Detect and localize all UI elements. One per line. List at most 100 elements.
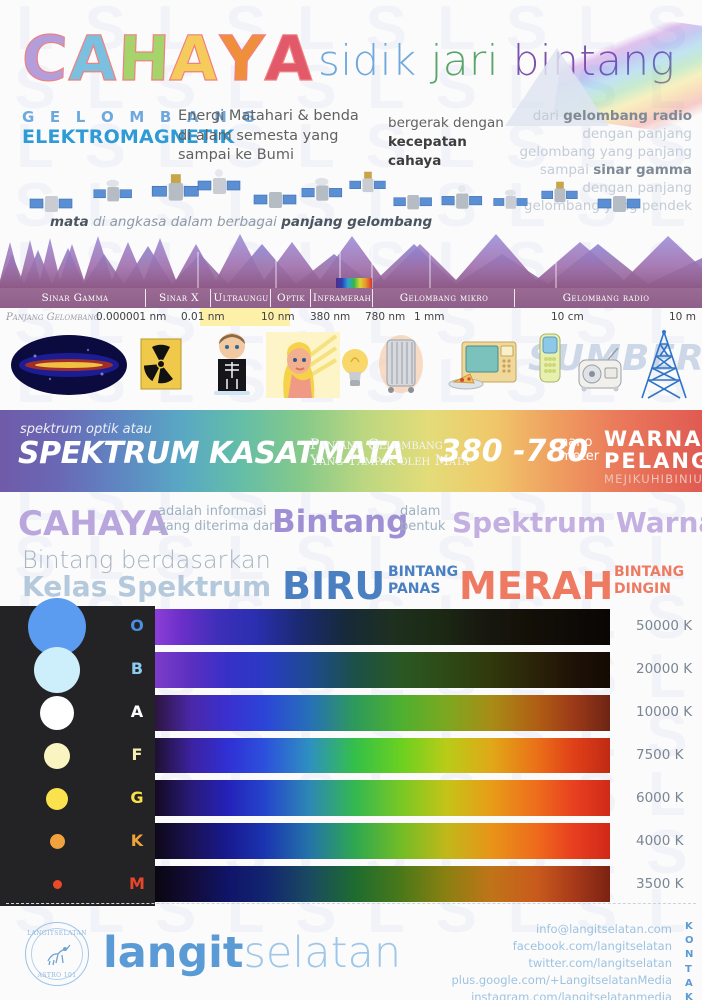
temperature-label-b: 20000 K xyxy=(636,661,693,678)
spectral-class-m: M xyxy=(129,873,145,893)
kontak-letter: O xyxy=(684,935,694,947)
langitselatan-seal-logo: LANGITSELATAN ASTRO 101 xyxy=(25,922,89,986)
statement-word: Bintang xyxy=(272,504,409,540)
wavelength-label: 380 nm xyxy=(310,311,351,323)
intro-heading-line1: G E L O M B A N G xyxy=(22,108,260,126)
temperature-label-a: 10000 K xyxy=(636,704,693,721)
space-telescope-icon xyxy=(597,196,641,212)
satellite-illustration-band xyxy=(0,168,702,238)
optical-color-strip xyxy=(336,278,372,288)
visible-desc: Panjang Gelombang Yang Tampak oleh Mata xyxy=(310,437,469,469)
radio-receiver-icon xyxy=(578,348,622,392)
space-telescope-icon xyxy=(197,169,241,194)
rainbow-colors-label: WARNA PELANGI xyxy=(604,428,702,472)
intro-range-c: dengan panjang gelombang yang panjang sa… xyxy=(519,125,692,178)
contact-line[interactable]: facebook.com/langitselatan xyxy=(512,938,672,953)
rainbow-label-line2: PELANGI xyxy=(604,449,702,474)
intro-range-a: dari xyxy=(532,108,564,124)
rainbow-mnemonic: MEJIKUHIBINIU xyxy=(604,472,702,486)
brand-wordmark: langitselatan xyxy=(103,928,401,978)
statement-word: MERAH xyxy=(459,564,614,608)
rainbow-label-line1: WARNA xyxy=(604,427,702,451)
em-band-tick xyxy=(310,289,311,307)
wavelength-scale-caption: Panjang Gelombang xyxy=(6,312,100,323)
wavelength-label: 780 nm xyxy=(365,311,406,323)
kontak-letter: N xyxy=(684,949,694,961)
space-telescope-icon xyxy=(301,177,343,201)
em-spectrum-bar: Sinar Gamma Sinar X Ultraungu Optik Inframer… xyxy=(0,288,702,308)
satellite-caption: mata di angkasa dalam berbagai panjang g… xyxy=(50,214,432,230)
intro-range-text: dari gelombang radio dengan panjang gelo… xyxy=(512,108,692,216)
em-sources-row xyxy=(0,330,702,408)
title-letter: A xyxy=(67,21,120,95)
temperature-label-f: 7500 K xyxy=(636,747,684,763)
contact-line[interactable]: info@langitselatan.com xyxy=(536,922,672,936)
visible-spectrum-banner: spektrum optik atau SPEKTRUM KASATMATA P… xyxy=(0,410,702,492)
star-size-b xyxy=(34,647,80,694)
intro-energy-text: Energi Matahari & benda di alam semesta … xyxy=(178,108,359,164)
wavelength-label: 10 nm xyxy=(261,311,295,323)
space-telescope-icon xyxy=(29,196,73,212)
em-band-tick xyxy=(514,289,515,307)
visible-desc-line1: Panjang Gelombang xyxy=(310,437,443,453)
title-letter: C xyxy=(20,21,70,95)
spectral-class-a: A xyxy=(130,702,144,722)
subtitle-word: jari xyxy=(430,36,499,85)
contact-line[interactable]: instagram.com/langitselatanmedia xyxy=(471,989,672,1000)
temperature-label-k: 4000 K xyxy=(636,832,684,849)
statement-word: BINTANG xyxy=(614,564,685,580)
kontak-letter: T xyxy=(684,963,693,975)
spectrum-strip-m xyxy=(155,866,610,902)
spectrum-strip-a xyxy=(155,694,610,731)
intro-range-b: gelombang radio xyxy=(563,108,692,124)
seal-bottom-text: ASTRO 101 xyxy=(37,972,77,979)
space-telescope-icon xyxy=(393,194,432,210)
space-telescope-icon xyxy=(541,181,578,203)
spectrum-strip-b xyxy=(155,651,610,688)
star-size-f xyxy=(44,743,70,769)
em-band-tick xyxy=(270,289,271,307)
em-band-optik: Optik xyxy=(277,292,305,304)
star-size-k xyxy=(49,834,65,850)
visible-range-value: 380 -780 xyxy=(440,434,589,469)
statement-word: Spektrum Warna xyxy=(452,506,702,539)
em-band-tick xyxy=(372,289,373,307)
poster-header: CAHAYA sidik jari bintang xyxy=(0,0,702,139)
wavelength-scale-row: Panjang Gelombang 0.000001 nm 0.01 nm 10 n… xyxy=(0,311,702,329)
spectral-class-g: G xyxy=(130,787,144,807)
visible-main-label: SPEKTRUM KASATMATA xyxy=(18,436,406,471)
intro-electromagnetic-heading: G E L O M B A N G ELEKTROMAGNETIK xyxy=(22,108,260,148)
visible-desc-line2: Yang Tampak oleh Mata xyxy=(310,453,470,470)
contact-line[interactable]: plus.google.com/+LangitselatanMedia xyxy=(451,972,672,987)
wave-mountains-graphic xyxy=(0,234,702,288)
spectrum-strip-f xyxy=(155,737,610,774)
uv-sunbathing-woman-icon xyxy=(266,332,340,398)
mobile-phone-icon xyxy=(539,333,561,383)
space-telescope-icon xyxy=(151,174,199,201)
microwave-oven-icon xyxy=(448,341,517,390)
wavelength-label: 0.000001 nm xyxy=(96,311,167,323)
intro-speed-text: bergerak dengan kecepatan cahaya xyxy=(388,114,508,171)
spectrum-strip-o xyxy=(155,609,610,645)
spectral-class-b: B xyxy=(130,659,144,679)
em-band-tick xyxy=(210,289,211,307)
lightbulb-icon xyxy=(342,349,368,386)
visible-unit-line2: meter xyxy=(560,448,600,464)
spectrum-strip-g xyxy=(155,780,610,817)
star-size-g xyxy=(46,787,68,810)
temperature-label-m: 3500 K xyxy=(636,875,684,892)
temperature-label-g: 6000 K xyxy=(636,789,684,806)
title-letter: A xyxy=(169,21,222,95)
intro-heading-line2: ELEKTROMAGNETIK xyxy=(22,126,235,148)
star-size-o xyxy=(28,598,86,657)
contact-line[interactable]: twitter.com/langitselatan xyxy=(528,955,672,970)
spectral-class-f: F xyxy=(131,745,143,764)
footer-divider xyxy=(6,903,696,904)
visible-unit-line1: nano xyxy=(560,435,593,450)
kontak-letter: K xyxy=(684,921,694,932)
wavelength-label: 10 cm xyxy=(551,311,584,323)
seal-top-text: LANGITSELATAN xyxy=(27,930,87,937)
statement-word: PANAS xyxy=(388,581,441,597)
